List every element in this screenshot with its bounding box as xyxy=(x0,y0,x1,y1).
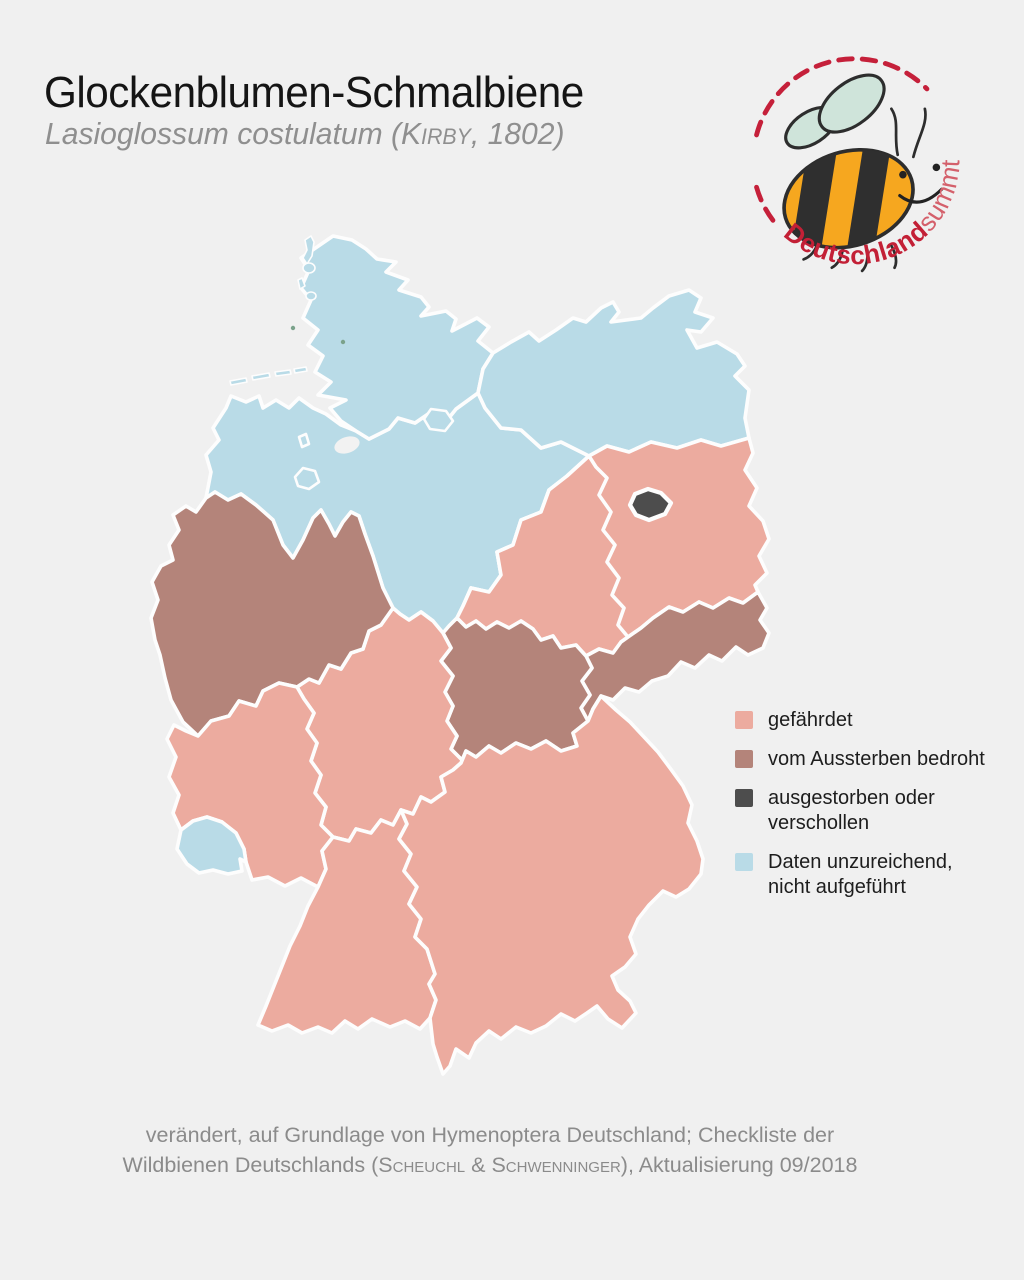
legend-item-daten-unzureichend: Daten unzureichend, nicht aufgeführt xyxy=(735,850,985,900)
state-hamburg xyxy=(422,407,455,433)
state-saarland xyxy=(175,815,248,876)
legend-item-gefaehrdet: gefährdet xyxy=(735,708,985,733)
island-dot-2 xyxy=(340,339,346,345)
legend-swatch-daten-unzureichend xyxy=(735,853,753,871)
bee-face xyxy=(898,163,944,204)
legend-swatch-ausgestorben xyxy=(735,789,753,807)
legend-label: vom Aussterben bedroht xyxy=(768,748,985,770)
steinhuder-meer-lake xyxy=(334,436,360,454)
island-dot-1 xyxy=(290,325,296,331)
subtitle-prefix: Lasioglossum costulatum ( xyxy=(45,116,401,151)
author-scheuchl: Scheuchl xyxy=(378,1153,466,1177)
species-subtitle: Lasioglossum costulatum (Kirby, 1802) xyxy=(45,116,564,152)
east-frisian-islands xyxy=(229,366,308,386)
bee-stripes xyxy=(788,134,893,263)
bee-antennae xyxy=(890,107,927,159)
attribution-line2: Wildbienen Deutschlands (Scheuchl & Schw… xyxy=(122,1153,858,1177)
legend-label: gefährdet xyxy=(768,709,853,731)
legend-item-ausgestorben: ausgestorben oder verschollen xyxy=(735,786,985,836)
bremerhaven-exclave xyxy=(297,432,311,449)
attribution-line1: verändert, auf Grundlage von Hymenoptera… xyxy=(145,1123,835,1147)
state-bremen xyxy=(293,466,321,491)
state-nordrhein-westfalen xyxy=(149,490,395,738)
legend-item-vom-aussterben-bedroht: vom Aussterben bedroht xyxy=(735,747,985,772)
legend-label: Daten unzureichend, nicht aufgeführt xyxy=(768,851,953,898)
state-berlin xyxy=(627,486,674,523)
legend: gefährdet vom Aussterben bedroht ausgest… xyxy=(735,708,985,900)
legend-label: ausgestorben oder verschollen xyxy=(768,787,935,834)
subtitle-author: Kirby xyxy=(400,116,471,151)
author-schwenninger: Schwenninger xyxy=(491,1153,621,1177)
germany-status-map xyxy=(149,234,771,1076)
source-attribution: verändert, auf Grundlage von Hymenoptera… xyxy=(10,1120,970,1180)
deutschland-summt-logo: Deutschlandsummt! xyxy=(744,44,965,273)
bee-wings xyxy=(784,73,886,150)
north-frisian-islands xyxy=(297,235,317,301)
legend-swatch-gefaehrdet xyxy=(735,711,753,729)
legend-swatch-vom-aussterben-bedroht xyxy=(735,750,753,768)
subtitle-suffix: , 1802) xyxy=(470,116,565,151)
dashed-circle xyxy=(754,56,930,229)
page-title: Glockenblumen-Schmalbiene xyxy=(44,68,584,117)
state-bayern xyxy=(397,694,705,1076)
state-mecklenburg-vorpommern xyxy=(476,288,751,458)
